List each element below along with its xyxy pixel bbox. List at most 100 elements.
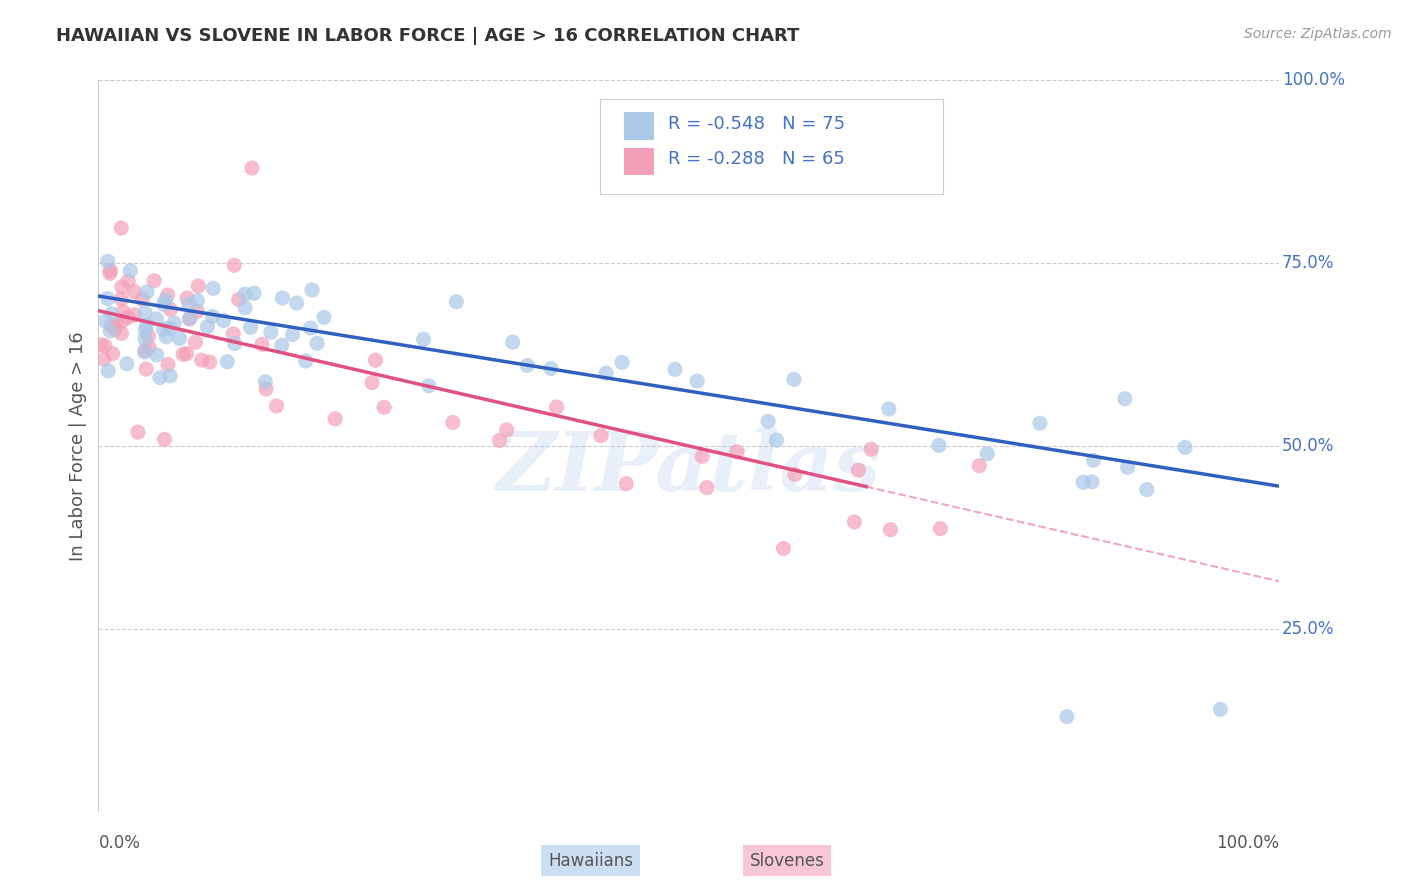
Point bbox=[155, 330, 177, 344]
FancyBboxPatch shape bbox=[624, 112, 654, 140]
Point bbox=[614, 476, 637, 491]
Point bbox=[153, 433, 176, 447]
Point bbox=[756, 414, 779, 428]
Point bbox=[131, 292, 153, 306]
Point bbox=[488, 434, 510, 448]
Point bbox=[270, 338, 292, 352]
Point bbox=[540, 361, 562, 376]
Point bbox=[765, 434, 787, 448]
Point bbox=[179, 312, 201, 326]
Point bbox=[143, 274, 166, 288]
Point bbox=[156, 358, 179, 372]
Point bbox=[98, 266, 121, 280]
Point bbox=[176, 347, 198, 361]
Text: 100.0%: 100.0% bbox=[1216, 834, 1279, 852]
Point bbox=[97, 292, 120, 306]
Point bbox=[104, 322, 127, 336]
Text: ZIPatlas: ZIPatlas bbox=[496, 428, 882, 508]
Point bbox=[134, 306, 156, 320]
Point bbox=[97, 364, 120, 378]
Point bbox=[323, 411, 346, 425]
Point bbox=[281, 327, 304, 342]
Point bbox=[222, 326, 245, 341]
Point bbox=[412, 332, 434, 346]
Point bbox=[976, 447, 998, 461]
Point bbox=[179, 311, 201, 326]
Point bbox=[307, 336, 329, 351]
Point bbox=[228, 293, 250, 307]
Point bbox=[696, 481, 718, 495]
Point bbox=[772, 541, 794, 556]
Point bbox=[233, 301, 256, 315]
Point bbox=[502, 335, 524, 350]
Text: 100.0%: 100.0% bbox=[1282, 71, 1344, 89]
Point bbox=[134, 345, 156, 359]
Point bbox=[690, 450, 713, 464]
Point bbox=[138, 329, 160, 343]
Text: 50.0%: 50.0% bbox=[1282, 437, 1334, 455]
Point bbox=[243, 286, 266, 301]
Point bbox=[285, 296, 308, 310]
Point bbox=[418, 378, 440, 392]
Point bbox=[145, 311, 167, 326]
Point bbox=[163, 316, 186, 330]
Point bbox=[844, 515, 866, 529]
Point bbox=[239, 320, 262, 334]
Point bbox=[664, 362, 686, 376]
Point bbox=[97, 254, 120, 268]
Point bbox=[135, 318, 157, 333]
Point bbox=[250, 337, 273, 351]
Point bbox=[117, 310, 139, 325]
Point bbox=[110, 221, 132, 235]
Point bbox=[94, 338, 117, 352]
Point bbox=[967, 458, 990, 473]
Point bbox=[783, 372, 806, 386]
Text: 25.0%: 25.0% bbox=[1282, 620, 1334, 638]
Point bbox=[877, 401, 900, 416]
Point bbox=[159, 321, 181, 335]
Text: HAWAIIAN VS SLOVENE IN LABOR FORCE | AGE > 16 CORRELATION CHART: HAWAIIAN VS SLOVENE IN LABOR FORCE | AGE… bbox=[56, 27, 800, 45]
Point bbox=[93, 352, 115, 367]
Point bbox=[94, 314, 117, 328]
Point bbox=[111, 313, 134, 327]
Point bbox=[190, 353, 212, 368]
Point bbox=[266, 399, 288, 413]
Text: Slovenes: Slovenes bbox=[749, 852, 825, 870]
Point bbox=[1209, 702, 1232, 716]
Point bbox=[127, 425, 149, 439]
Point bbox=[186, 293, 208, 308]
Text: Source: ZipAtlas.com: Source: ZipAtlas.com bbox=[1244, 27, 1392, 41]
Point bbox=[184, 335, 207, 350]
Point bbox=[100, 263, 122, 277]
Point bbox=[198, 355, 221, 369]
Point bbox=[110, 326, 132, 341]
Point bbox=[1116, 460, 1139, 475]
Point bbox=[240, 161, 263, 175]
Point bbox=[294, 354, 316, 368]
Point bbox=[202, 281, 225, 295]
FancyBboxPatch shape bbox=[600, 99, 943, 194]
Point bbox=[1083, 453, 1105, 467]
Point bbox=[929, 522, 952, 536]
Point bbox=[197, 319, 219, 334]
Point bbox=[254, 382, 277, 396]
Point bbox=[177, 297, 200, 311]
Point bbox=[105, 318, 128, 332]
Point bbox=[725, 445, 748, 459]
Point bbox=[145, 348, 167, 362]
Point bbox=[224, 336, 246, 351]
Point bbox=[364, 353, 387, 368]
Point bbox=[686, 374, 709, 388]
Point bbox=[271, 291, 294, 305]
Point bbox=[595, 366, 617, 380]
Point bbox=[100, 307, 122, 321]
Point bbox=[879, 523, 901, 537]
Point bbox=[860, 442, 883, 457]
Point bbox=[201, 310, 224, 324]
Point bbox=[1174, 441, 1197, 455]
Point bbox=[149, 370, 172, 384]
FancyBboxPatch shape bbox=[624, 147, 654, 176]
Point bbox=[1029, 416, 1052, 430]
Point bbox=[1056, 709, 1078, 723]
Point bbox=[373, 401, 395, 415]
